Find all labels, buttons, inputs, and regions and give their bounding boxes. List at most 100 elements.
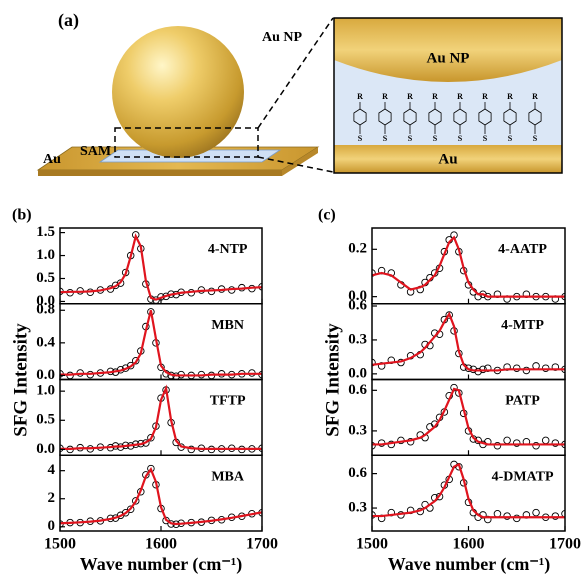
y-tick-label: 0.0 [36, 441, 55, 457]
y-tick-label: 0.0 [348, 365, 367, 381]
np-label: Au NP [262, 30, 303, 45]
molecule-label: R [432, 92, 438, 101]
annotation: TFTP [210, 394, 246, 409]
data-point [513, 514, 521, 523]
data-point [541, 364, 550, 372]
y-tick-label: 0.3 [348, 499, 367, 515]
plot-frame [59, 303, 263, 381]
y-tick-label: 0 [48, 518, 56, 534]
molecule-label: S [483, 134, 488, 143]
sam-label: SAM [80, 144, 111, 159]
y-tick-label: 1.5 [36, 224, 55, 240]
y-tick-label: 0.3 [348, 422, 367, 438]
molecule-label: S [508, 134, 513, 143]
data-point [503, 512, 511, 520]
plot-frame [59, 454, 263, 532]
y-tick-label: 0.4 [36, 334, 55, 350]
y-tick-label: 0.0 [348, 288, 367, 304]
inset-np-label: Au NP [427, 50, 470, 66]
plot-frame [371, 454, 566, 532]
zoom-box [114, 127, 259, 158]
panel-label: (a) [58, 10, 79, 31]
x-tick-label: 1500 [356, 536, 388, 553]
y-tick-label: 1.0 [36, 383, 55, 399]
data-point [131, 497, 140, 505]
data-point [532, 508, 540, 517]
molecule-label: R [507, 92, 513, 101]
fit-line [372, 387, 565, 446]
molecule-label: S [358, 134, 363, 143]
data-point [541, 436, 550, 445]
data-point [551, 512, 560, 520]
panel-label: (b) [12, 207, 32, 224]
fit-line [372, 311, 565, 372]
y-tick-label: 0.6 [348, 297, 367, 313]
y-tick-label: 2 [48, 490, 56, 506]
data-point [503, 436, 511, 445]
inset-substrate-label: Au [438, 151, 457, 167]
y-tick-label: 0.8 [36, 302, 55, 318]
molecule-label: S [433, 134, 438, 143]
data-point [126, 361, 135, 370]
fit-line [60, 384, 262, 450]
data-point [493, 442, 502, 450]
substrate-side [282, 147, 318, 176]
data-point [435, 492, 444, 501]
y-tick-label: 0.6 [348, 465, 367, 481]
nanoparticle [112, 26, 244, 158]
y-tick-label: 1.0 [36, 247, 55, 263]
fit-line [372, 462, 565, 519]
molecule-label: S [408, 134, 413, 143]
x-tick-label: 1700 [549, 536, 581, 553]
molecule-label: R [382, 92, 388, 101]
molecule-label: R [457, 92, 463, 101]
plot-frame [371, 227, 566, 305]
data-point [551, 439, 560, 447]
data-point [121, 509, 130, 517]
y-tick-label: 4 [48, 462, 56, 478]
substrate-label: Au [43, 152, 61, 167]
molecule-label: S [383, 134, 388, 143]
molecule-label: S [458, 134, 463, 143]
inset-frame [333, 17, 563, 174]
fit-line [372, 235, 565, 298]
annotation: 4-AATP [498, 242, 547, 257]
data-point [561, 510, 565, 518]
data-point [126, 505, 135, 514]
data-point [147, 434, 155, 442]
molecule-label: R [482, 92, 488, 101]
y-tick-label: 0.5 [36, 412, 55, 428]
data-point [493, 510, 502, 518]
inset-substrate [334, 145, 562, 173]
annotation: 4-NTP [208, 242, 248, 257]
y-tick-label: 0.0 [36, 293, 55, 309]
zoom-line [257, 156, 334, 173]
y-axis-label: SFG Intensity [10, 323, 31, 437]
plot-frame [59, 378, 263, 456]
data-point [513, 364, 521, 372]
data-point [445, 311, 453, 319]
y-tick-label: 0.3 [348, 331, 367, 347]
annotation: MBN [211, 318, 244, 333]
data-point [532, 442, 540, 450]
zoom-line [257, 17, 334, 129]
annotation: PATP [505, 394, 540, 409]
data-point [131, 357, 140, 365]
fit-line [60, 310, 262, 377]
x-axis-label: Wave number (cm⁻¹) [388, 554, 551, 575]
x-tick-label: 1600 [145, 536, 177, 553]
y-axis-label: SFG Intensity [322, 323, 343, 437]
y-tick-label: 0.6 [348, 382, 367, 398]
molecule-label: R [407, 92, 413, 101]
molecule-label: R [357, 92, 363, 101]
data-point [479, 365, 487, 374]
x-axis-label: Wave number (cm⁻¹) [80, 554, 243, 575]
inset-nanoparticle [334, 18, 562, 82]
data-point [116, 279, 125, 287]
panel-label: (c) [318, 207, 336, 224]
molecule-label: R [532, 92, 538, 101]
y-tick-label: 0.0 [36, 367, 55, 383]
x-tick-label: 1600 [453, 536, 485, 553]
annotation: MBA [211, 469, 245, 484]
fit-line [60, 233, 262, 301]
